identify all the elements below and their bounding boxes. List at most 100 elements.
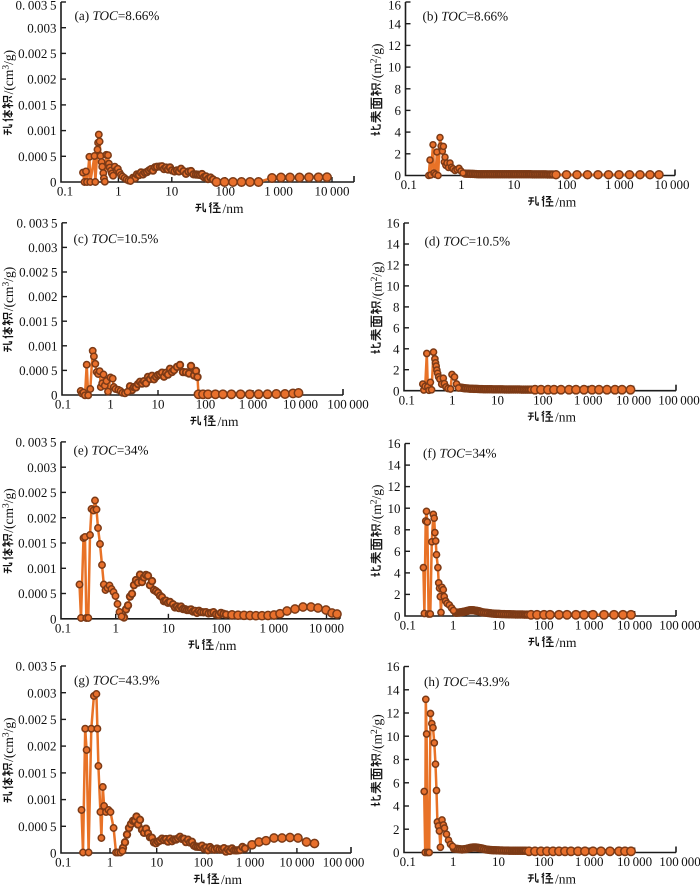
svg-text:16: 16 [388,0,402,13]
svg-text:12: 12 [388,479,401,494]
svg-text:8: 8 [394,522,401,537]
svg-text:0: 0 [50,611,57,626]
svg-text:100 000: 100 000 [659,618,700,633]
svg-text:0.002: 0.002 [28,289,57,304]
svg-text:10 000: 10 000 [283,397,318,412]
svg-text:10: 10 [492,854,505,869]
svg-text:10 000: 10 000 [309,620,344,635]
svg-text:(g) TOC=43.9%: (g) TOC=43.9% [74,673,160,688]
svg-text:0.003: 0.003 [27,460,56,475]
svg-text:10 000: 10 000 [617,854,652,869]
svg-text:1 000: 1 000 [575,854,604,869]
svg-text:1: 1 [450,854,457,869]
svg-text:100 000: 100 000 [327,397,369,412]
svg-text:1 000: 1 000 [264,184,293,199]
svg-text:1 000: 1 000 [574,392,603,407]
svg-text:0.002 5: 0.002 5 [18,712,56,727]
svg-text:2: 2 [395,146,402,161]
svg-text:2: 2 [394,587,401,602]
svg-text:0.001: 0.001 [27,123,56,138]
svg-text:10: 10 [162,620,175,635]
svg-text:0.001 5: 0.001 5 [18,766,56,781]
svg-text:1 000: 1 000 [605,177,634,192]
svg-text:0: 0 [393,845,400,860]
svg-text:8: 8 [393,300,400,315]
svg-text:10 000: 10 000 [616,392,651,407]
svg-text:8: 8 [393,752,400,767]
svg-text:16: 16 [388,436,402,451]
svg-text:0.000 5: 0.000 5 [18,149,56,164]
svg-text:12: 12 [387,706,400,721]
svg-text:/(cm3/g): /(cm3/g) [1,50,16,95]
svg-text:0.003: 0.003 [27,20,56,35]
svg-text:1: 1 [107,855,114,870]
svg-text:0.1: 0.1 [399,392,415,407]
svg-text:/(cm3/g): /(cm3/g) [1,717,16,762]
svg-text:0: 0 [394,609,401,624]
svg-text:1 000: 1 000 [239,397,268,412]
svg-text:100: 100 [534,854,554,869]
svg-text:(c) TOC=10.5%: (c) TOC=10.5% [74,231,159,246]
svg-text:10: 10 [387,279,400,294]
svg-text:0.002 5: 0.002 5 [18,485,56,500]
svg-text:0.001 5: 0.001 5 [18,536,56,551]
svg-text:10: 10 [508,177,521,192]
svg-text:0.001: 0.001 [27,561,56,576]
svg-text:6: 6 [395,103,402,118]
svg-text:10 000: 10 000 [314,184,349,199]
svg-text:(b) TOC=8.66%: (b) TOC=8.66% [423,9,509,24]
svg-text:10: 10 [387,729,400,744]
svg-text:0.001 5: 0.001 5 [19,314,57,329]
svg-text:1: 1 [115,184,122,199]
svg-text:/nm: /nm [556,635,578,650]
svg-text:14: 14 [388,16,402,31]
svg-text:100: 100 [215,184,235,199]
svg-text:4: 4 [393,799,400,814]
svg-text:0.1: 0.1 [400,854,416,869]
svg-text:/(m2/g): /(m2/g) [369,44,384,83]
svg-text:0.002: 0.002 [27,72,56,87]
svg-text:1 000: 1 000 [575,618,604,633]
svg-text:1: 1 [458,177,465,192]
svg-text:10: 10 [388,60,401,75]
svg-text:16: 16 [387,216,401,231]
svg-text:1: 1 [449,392,456,407]
svg-text:0.1: 0.1 [55,397,71,412]
svg-text:0: 0 [395,168,402,183]
svg-text:1: 1 [107,397,114,412]
svg-text:0.001: 0.001 [27,792,56,807]
svg-text:/nm: /nm [218,414,240,429]
svg-text:0.000 5: 0.000 5 [18,819,56,834]
svg-text:6: 6 [393,775,400,790]
svg-text:0. 003 5: 0. 003 5 [17,215,58,230]
svg-text:100 000: 100 000 [323,855,365,870]
svg-text:0. 003 5: 0. 003 5 [16,435,57,450]
svg-text:(f) TOC=34%: (f) TOC=34% [423,446,497,461]
svg-text:10: 10 [388,501,401,516]
svg-text:14: 14 [387,237,401,252]
svg-text:1 000: 1 000 [236,855,265,870]
svg-text:2: 2 [393,362,400,377]
svg-text:10: 10 [492,618,505,633]
svg-text:100 000: 100 000 [659,854,700,869]
svg-text:0. 003 5: 0. 003 5 [16,0,57,13]
svg-text:10: 10 [491,392,504,407]
svg-text:1: 1 [112,620,119,635]
svg-text:100: 100 [194,855,214,870]
svg-text:(e) TOC=34%: (e) TOC=34% [74,443,149,458]
svg-text:8: 8 [395,81,402,96]
svg-text:/(m2/g): /(m2/g) [369,485,384,524]
svg-text:0.1: 0.1 [55,855,71,870]
svg-text:0.000 5: 0.000 5 [19,363,57,378]
svg-text:6: 6 [394,544,401,559]
svg-text:10: 10 [165,184,178,199]
svg-text:/(cm3/g): /(cm3/g) [1,267,16,312]
svg-text:0.002: 0.002 [27,510,56,525]
svg-text:100: 100 [196,397,216,412]
svg-text:10 000: 10 000 [654,177,689,192]
svg-text:0.1: 0.1 [400,618,416,633]
svg-text:4: 4 [395,125,402,140]
svg-text:10: 10 [150,855,163,870]
svg-text:10 000: 10 000 [279,855,314,870]
svg-text:0.1: 0.1 [57,184,73,199]
